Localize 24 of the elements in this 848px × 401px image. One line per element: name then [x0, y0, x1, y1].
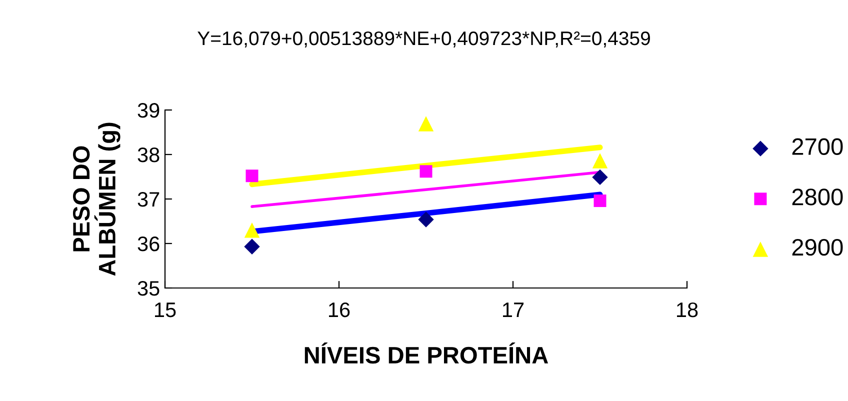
legend-label: 2800 [792, 188, 843, 206]
y-tick-label: 37 [138, 192, 160, 207]
point [244, 238, 260, 254]
y-tick-label: 39 [138, 103, 160, 118]
x-axis-title: NÍVEIS DE PROTEÍNA [304, 342, 548, 364]
point [246, 170, 258, 182]
point [592, 153, 608, 168]
y-tick-label: 35 [138, 281, 160, 296]
point [244, 222, 260, 238]
point [418, 116, 434, 132]
x-tick-label: 15 [155, 302, 176, 318]
x-tick-label: 16 [329, 302, 350, 318]
y-tick-label: 36 [138, 236, 160, 252]
legend-label: 2900 [792, 238, 843, 256]
point [418, 212, 434, 228]
legend-label: 2700 [792, 138, 843, 155]
y-tick-label: 38 [138, 148, 160, 162]
x-tick-label: 17 [503, 302, 524, 317]
y-axis-title: PESO DO ALBÚMEN (g) [72, 122, 120, 276]
point [594, 194, 606, 208]
point [420, 165, 432, 178]
x-tick-label: 18 [677, 302, 698, 318]
chart-title: Y=16,079+0,00513889*NE+0,409723*NP,R²=0,4359 [198, 31, 650, 48]
point [592, 169, 608, 186]
